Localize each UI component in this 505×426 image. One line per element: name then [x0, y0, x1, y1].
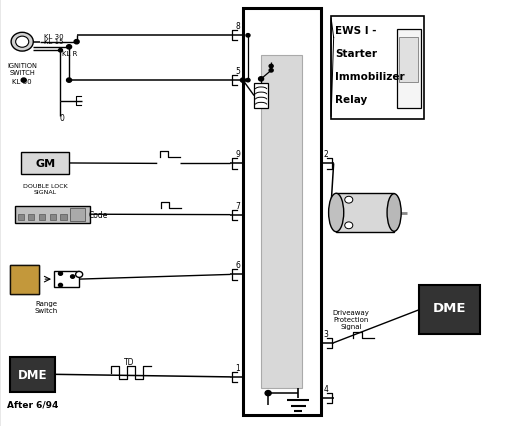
Bar [10, 266, 39, 294]
Circle shape [59, 272, 63, 276]
Circle shape [16, 37, 29, 48]
Bar [261, 55, 302, 388]
Bar [39, 214, 45, 221]
Bar [399, 38, 418, 83]
Bar [396, 30, 421, 109]
Text: 0: 0 [59, 114, 64, 123]
Circle shape [269, 65, 273, 69]
Text: After 6/94: After 6/94 [7, 400, 59, 409]
Bar [15, 206, 90, 223]
Text: DME: DME [18, 368, 47, 381]
Bar [50, 214, 56, 221]
Text: KL 15: KL 15 [44, 39, 64, 45]
Bar [28, 214, 34, 221]
Bar [10, 357, 56, 392]
Circle shape [246, 79, 250, 83]
Text: 7: 7 [235, 201, 240, 210]
Text: 4: 4 [324, 384, 328, 393]
Bar [336, 194, 394, 232]
Text: DME: DME [433, 301, 466, 314]
Text: EWS I -: EWS I - [335, 26, 377, 36]
Bar [10, 266, 39, 294]
Bar [419, 285, 480, 334]
Circle shape [21, 79, 26, 83]
Text: Range
Switch: Range Switch [35, 300, 58, 313]
Circle shape [71, 275, 75, 279]
Bar [18, 214, 24, 221]
Text: GM: GM [35, 158, 55, 169]
Circle shape [345, 222, 353, 229]
Ellipse shape [387, 194, 401, 232]
Polygon shape [331, 19, 334, 117]
Text: TD: TD [124, 357, 135, 366]
Text: 1: 1 [236, 363, 240, 372]
Text: KL R: KL R [62, 51, 77, 57]
Bar [331, 17, 424, 119]
Circle shape [240, 79, 245, 83]
Circle shape [74, 40, 79, 45]
Circle shape [59, 49, 63, 53]
Bar [61, 214, 67, 221]
Circle shape [67, 79, 72, 83]
Circle shape [269, 69, 273, 73]
Circle shape [67, 46, 72, 50]
Circle shape [265, 391, 271, 396]
Text: 6: 6 [235, 261, 240, 270]
Text: Code: Code [89, 210, 109, 219]
Text: 9: 9 [235, 150, 240, 159]
Circle shape [345, 197, 353, 204]
Circle shape [259, 78, 264, 82]
Text: Immobilizer: Immobilizer [335, 72, 405, 82]
Circle shape [11, 33, 33, 52]
Bar [54, 271, 79, 288]
Text: IGNITION
SWITCH: IGNITION SWITCH [7, 63, 37, 75]
Circle shape [59, 284, 63, 287]
Bar [21, 153, 69, 175]
Bar [243, 9, 321, 415]
Text: DOUBLE LOCK
SIGNAL: DOUBLE LOCK SIGNAL [23, 184, 68, 195]
Text: Driveaway
Protection
Signal: Driveaway Protection Signal [333, 310, 370, 329]
Bar [70, 209, 85, 222]
Text: 5: 5 [235, 67, 240, 76]
Text: 8: 8 [236, 22, 240, 31]
Text: 3: 3 [324, 329, 328, 338]
Text: 2: 2 [324, 150, 328, 159]
Circle shape [76, 272, 83, 278]
Ellipse shape [329, 194, 344, 232]
Text: KL 30: KL 30 [44, 34, 64, 40]
Bar [254, 84, 268, 109]
Text: Starter: Starter [335, 49, 377, 59]
Text: KL 30: KL 30 [12, 79, 32, 85]
Circle shape [246, 35, 250, 38]
Text: Relay: Relay [335, 95, 368, 105]
